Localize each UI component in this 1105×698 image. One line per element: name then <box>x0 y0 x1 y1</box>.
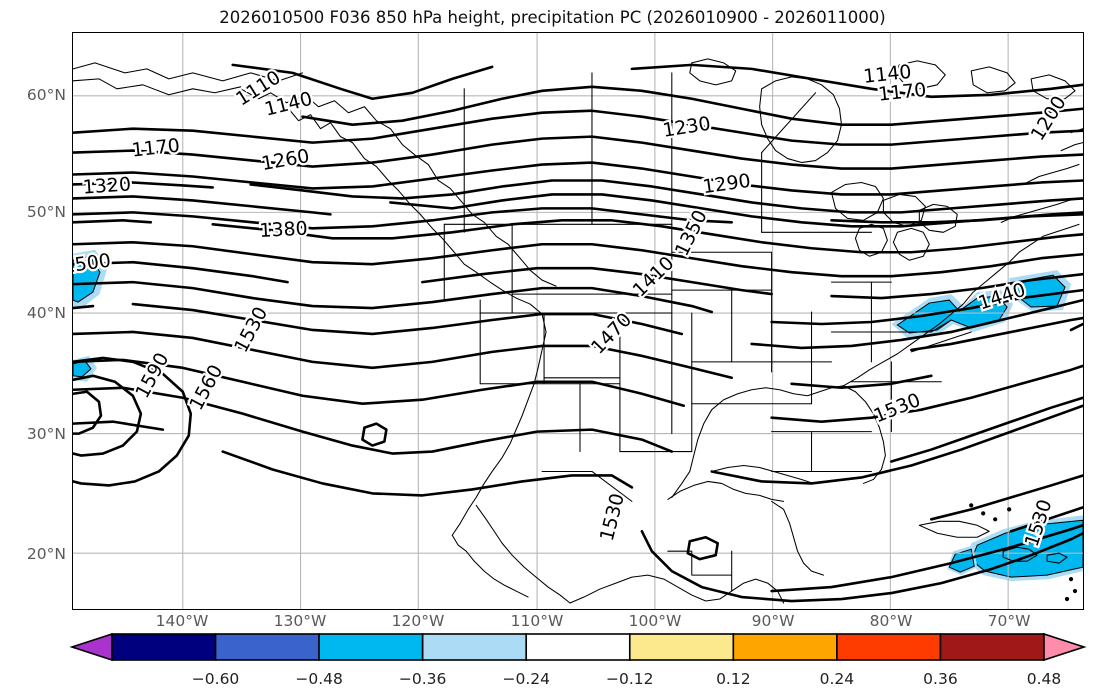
colorbar-tick-2: −0.36 <box>398 670 447 688</box>
colorbar-segment <box>525 633 631 661</box>
page-title: 2026010500 F036 850 hPa height, precipit… <box>219 8 886 27</box>
svg-text:1530: 1530 <box>871 389 924 427</box>
xtick-110w: 110°W <box>510 612 564 630</box>
colorbar-segment <box>111 633 217 661</box>
colorbar-tick-3: −0.24 <box>502 670 550 688</box>
colorbar-tick-1: −0.48 <box>295 670 343 688</box>
colorbar-segment <box>939 633 1045 661</box>
colorbar-segment <box>836 633 942 661</box>
colorbar-segment <box>732 633 838 661</box>
ytick-30n: 30°N <box>26 425 66 443</box>
colorbar-tick-0: −0.60 <box>191 670 240 688</box>
xtick-120w: 120°W <box>391 612 445 630</box>
map-gridlines <box>73 33 1083 609</box>
map-canvas: 1110 1140 1170 1260 1320 1380 1500 1530 … <box>73 33 1083 609</box>
ytick-50n: 50°N <box>26 203 66 221</box>
svg-text:1290: 1290 <box>701 170 752 198</box>
colorbar-tick-4: −0.12 <box>606 670 654 688</box>
colorbar-segment-under <box>69 632 113 662</box>
xtick-90w: 90°W <box>751 612 795 630</box>
colorbar-tick-6: 0.24 <box>819 670 855 688</box>
ytick-60n: 60°N <box>26 86 66 104</box>
shaded-precip-regions <box>73 249 1083 582</box>
ytick-20n: 20°N <box>26 545 66 563</box>
xtick-80w: 80°W <box>869 612 913 630</box>
svg-text:1200: 1200 <box>1027 92 1071 144</box>
svg-text:1170: 1170 <box>877 79 927 106</box>
colorbar-segment <box>214 633 320 661</box>
svg-text:1260: 1260 <box>260 145 311 175</box>
colorbar[interactable]: −0.60 −0.48 −0.36 −0.24 −0.12 0.12 0.24 0.36 0.4… <box>0 630 1105 698</box>
colorbar-tick-8: 0.48 <box>1026 670 1062 688</box>
colorbar-segment <box>421 633 528 661</box>
svg-text:1530: 1530 <box>596 491 629 543</box>
colorbar-segment <box>628 633 735 661</box>
colorbar-tick-7: 0.36 <box>923 670 958 688</box>
colorbar-tick-5: 0.12 <box>716 670 751 688</box>
xtick-100w: 100°W <box>628 612 682 630</box>
ytick-40n: 40°N <box>26 304 66 322</box>
map-plot-area[interactable]: 1110 1140 1170 1260 1320 1380 1500 1530 … <box>72 32 1084 610</box>
svg-text:1380: 1380 <box>259 218 308 242</box>
xtick-70w: 70°W <box>987 612 1031 630</box>
colorbar-swatches[interactable] <box>0 630 1105 664</box>
svg-text:1320: 1320 <box>82 173 132 198</box>
height-contours <box>73 63 1083 603</box>
svg-text:1170: 1170 <box>131 135 181 162</box>
colorbar-segment-over <box>1043 632 1087 662</box>
svg-text:1500: 1500 <box>73 249 112 277</box>
svg-text:1530: 1530 <box>230 303 272 356</box>
colorbar-segment <box>318 633 424 661</box>
svg-text:1230: 1230 <box>661 113 712 142</box>
xtick-140w: 140°W <box>155 612 209 630</box>
xtick-130w: 130°W <box>273 612 327 630</box>
